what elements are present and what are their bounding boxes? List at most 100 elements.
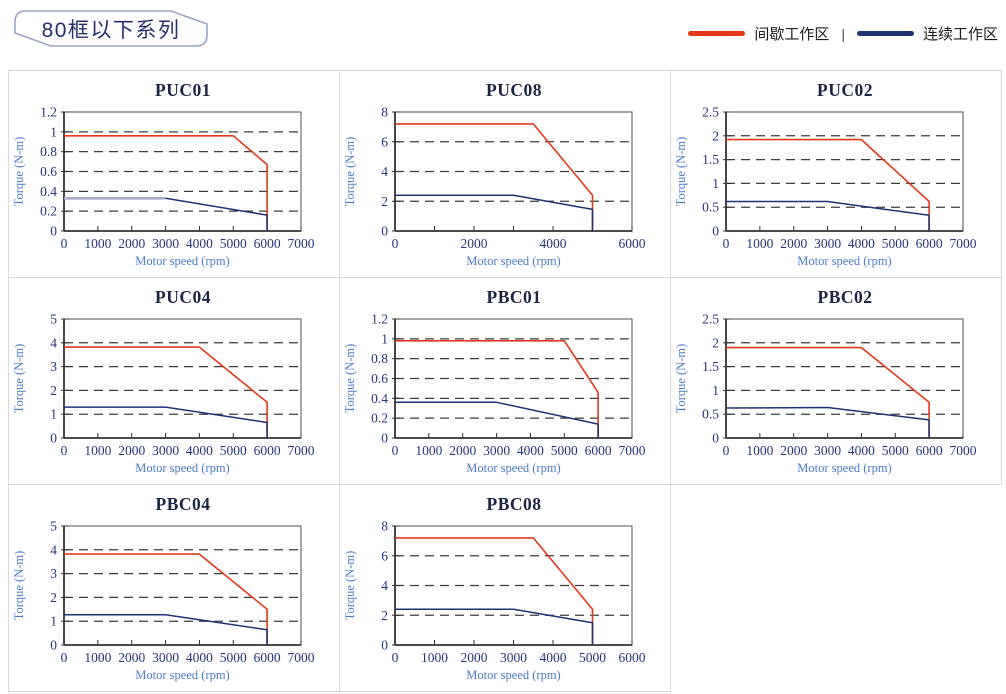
svg-text:0.6: 0.6 [40,164,57,179]
svg-text:4000: 4000 [517,443,544,458]
svg-text:6000: 6000 [254,650,281,665]
svg-text:1: 1 [381,331,388,346]
svg-text:2000: 2000 [118,650,145,665]
svg-text:0: 0 [381,224,388,239]
svg-text:2.5: 2.5 [702,105,719,120]
svg-text:0: 0 [50,638,57,653]
chart-cell-pbc08: PBC08 0 1000 2000 3000 4000 5000 6000 0 2 4 6 8 Moto… [339,484,671,692]
chart-cell-puc08: PUC08 0 2000 4000 6000 0 2 4 6 8 Motor speed (rpm… [339,70,671,278]
svg-text:6000: 6000 [254,236,281,251]
svg-text:0: 0 [50,224,57,239]
svg-text:4: 4 [50,335,57,350]
svg-text:5000: 5000 [220,443,247,458]
svg-text:8: 8 [381,519,388,534]
svg-text:2000: 2000 [118,236,145,251]
svg-text:2: 2 [50,590,57,605]
svg-text:6000: 6000 [619,650,646,665]
svg-text:7000: 7000 [288,236,315,251]
svg-text:1: 1 [50,124,57,139]
svg-text:3000: 3000 [483,443,510,458]
svg-text:0: 0 [381,638,388,653]
svg-text:Torque (N-m): Torque (N-m) [12,344,26,414]
svg-text:6000: 6000 [619,236,646,251]
svg-text:Torque (N-m): Torque (N-m) [343,551,357,621]
svg-text:0.5: 0.5 [702,407,719,422]
legend-separator: | [841,25,845,42]
svg-text:2: 2 [381,608,388,623]
svg-text:2: 2 [50,383,57,398]
svg-text:6000: 6000 [254,443,281,458]
chart-cell-pbc01: PBC01 0 1000 2000 3000 4000 5000 6000 7000 0 0.2 0… [339,277,671,485]
svg-text:4000: 4000 [186,650,213,665]
svg-text:3000: 3000 [814,236,841,251]
svg-text:5000: 5000 [220,650,247,665]
svg-text:1000: 1000 [84,443,111,458]
svg-text:Torque (N-m): Torque (N-m) [343,137,357,207]
svg-text:3000: 3000 [152,236,179,251]
svg-text:2000: 2000 [780,443,807,458]
svg-text:5000: 5000 [551,443,578,458]
svg-text:3: 3 [50,566,57,581]
svg-text:5000: 5000 [882,443,909,458]
svg-text:1.2: 1.2 [40,105,57,120]
svg-text:Motor speed (rpm): Motor speed (rpm) [797,461,891,475]
svg-text:0: 0 [61,443,68,458]
svg-text:1000: 1000 [746,236,773,251]
svg-text:4000: 4000 [186,443,213,458]
svg-text:0.6: 0.6 [371,371,388,386]
chart-title: PBC08 [486,494,542,514]
continuous-zone-label: 连续工作区 [922,26,998,43]
svg-text:2000: 2000 [780,236,807,251]
svg-text:0.2: 0.2 [40,204,57,219]
chart-canvas: 0 1000 2000 3000 4000 5000 6000 0 2 4 6 8 Motor spee… [343,519,646,683]
svg-text:5000: 5000 [882,236,909,251]
svg-text:2000: 2000 [118,443,145,458]
svg-text:7000: 7000 [950,236,977,251]
svg-text:Motor speed (rpm): Motor speed (rpm) [797,254,891,268]
svg-text:Torque (N-m): Torque (N-m) [674,137,688,207]
svg-text:1: 1 [712,383,719,398]
svg-text:Motor speed (rpm): Motor speed (rpm) [135,254,229,268]
svg-text:1000: 1000 [84,236,111,251]
chart-title: PUC04 [155,287,211,307]
svg-text:2.5: 2.5 [702,312,719,327]
svg-text:0: 0 [61,650,68,665]
svg-text:2000: 2000 [449,443,476,458]
empty-cell [671,485,1002,692]
svg-text:0.8: 0.8 [371,351,388,366]
svg-text:0.8: 0.8 [40,144,57,159]
svg-text:2: 2 [712,335,719,350]
svg-text:8: 8 [381,105,388,120]
svg-text:0: 0 [723,236,730,251]
svg-text:1000: 1000 [415,443,442,458]
svg-text:0: 0 [723,443,730,458]
svg-text:2: 2 [381,194,388,209]
chart-cell-puc02: PUC02 0 1000 2000 3000 4000 5000 6000 7000 0 0.5 1… [670,70,1002,278]
svg-text:0: 0 [50,431,57,446]
chart-title: PBC02 [817,287,873,307]
svg-text:Torque (N-m): Torque (N-m) [343,344,357,414]
svg-text:2000: 2000 [461,236,488,251]
chart-title: PUC08 [486,80,542,100]
chart-title: PBC04 [155,494,211,514]
intermittent-zone-swatch [688,31,746,36]
svg-text:4000: 4000 [848,443,875,458]
chart-title: PUC02 [817,80,873,100]
svg-text:1000: 1000 [746,443,773,458]
svg-text:3000: 3000 [500,650,527,665]
svg-text:4000: 4000 [848,236,875,251]
svg-text:4: 4 [381,164,388,179]
chart-canvas: 0 1000 2000 3000 4000 5000 6000 7000 0 0.5 1 1.5 2 2.… [674,312,977,476]
svg-text:1.5: 1.5 [702,359,719,374]
svg-text:1: 1 [712,176,719,191]
svg-text:6000: 6000 [916,236,943,251]
svg-text:0: 0 [61,236,68,251]
svg-text:7000: 7000 [288,650,315,665]
chart-canvas: 0 1000 2000 3000 4000 5000 6000 7000 0 1 2 3 4 5 Motor… [12,519,315,683]
chart-cell-puc04: PUC04 0 1000 2000 3000 4000 5000 6000 7000 0 1 2 3 4… [8,277,340,485]
series-badge: 80框以下系列 [13,9,209,48]
series-badge-label: 80框以下系列 [41,18,181,42]
continuous-zone-swatch [856,31,914,36]
svg-text:5: 5 [50,312,57,327]
svg-text:0: 0 [712,431,719,446]
